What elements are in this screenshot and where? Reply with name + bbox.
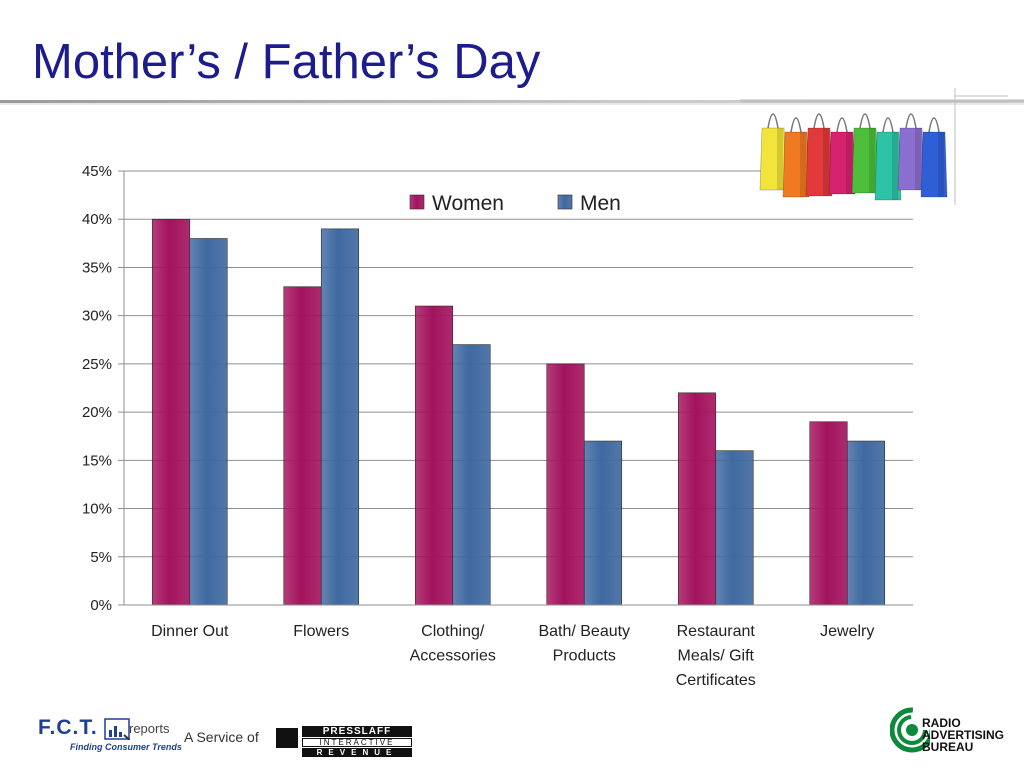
y-tick-label: 45% xyxy=(82,163,112,180)
presslaff-line3: REVENUE xyxy=(302,748,412,757)
bar-men-5 xyxy=(846,440,886,606)
shopping-bag xyxy=(897,113,925,191)
title-divider-shadow xyxy=(0,103,1024,105)
presslaff-mark-icon xyxy=(276,728,298,748)
x-category-label: Jewelry xyxy=(820,623,874,640)
y-tick-label: 20% xyxy=(82,404,112,421)
fct-reports-logo: F.C.T. reports Finding Consumer Trends xyxy=(38,716,182,758)
bag-body xyxy=(920,131,948,198)
bag-handle xyxy=(790,117,802,133)
bar-women-4 xyxy=(677,392,717,606)
bag-shade xyxy=(915,128,921,190)
fct-chart-icon xyxy=(104,718,130,740)
shopping-bag xyxy=(828,117,856,195)
presslaff-line2: INTERACTIVE xyxy=(302,738,412,747)
bag-shade xyxy=(823,128,829,196)
bag-shade xyxy=(800,132,806,197)
presslaff-logo: PRESSLAFF INTERACTIVE REVENUE xyxy=(276,726,412,757)
shopping-bag xyxy=(874,117,902,201)
bar-men-2 xyxy=(452,344,491,606)
shopping-bag xyxy=(805,113,833,197)
x-category-label: Clothing/Accessories xyxy=(410,623,496,665)
bag-handle xyxy=(767,113,779,129)
bag-body xyxy=(805,127,833,197)
bag-body xyxy=(828,131,856,195)
bag-body xyxy=(782,131,810,198)
bar-men-3 xyxy=(583,440,623,606)
shopping-bag xyxy=(851,113,879,194)
legend: Women Men xyxy=(409,192,621,215)
rab-logo-text: RADIO ADVERTISING BUREAU xyxy=(922,717,1004,753)
bag-shade xyxy=(777,128,783,190)
rab-line2: ADVERTISING xyxy=(922,728,1005,742)
y-tick-label: 5% xyxy=(90,549,112,566)
y-tick-label: 0% xyxy=(90,597,112,614)
rab-logo: RADIO ADVERTISING BUREAU xyxy=(890,704,1020,760)
bag-handle xyxy=(905,113,917,129)
fct-reports-text: reports xyxy=(129,721,170,736)
bar-men-1 xyxy=(320,228,360,606)
rab-line3: BUREAU xyxy=(922,740,974,754)
y-tick-label: 10% xyxy=(82,501,112,518)
shopping-bags-image xyxy=(740,88,1024,205)
bar-women-3 xyxy=(546,363,585,606)
shopping-bag xyxy=(782,117,810,198)
shopping-bag xyxy=(920,117,948,198)
legend-swatch-men xyxy=(557,194,573,210)
legend-swatch-women xyxy=(409,194,425,210)
gridlines xyxy=(124,170,913,558)
rab-line1: RADIO xyxy=(922,716,961,730)
fct-logo-text: F.C.T. xyxy=(38,716,98,739)
legend-label-men: Men xyxy=(580,192,621,215)
y-tick-label: 25% xyxy=(82,356,112,373)
x-category-label: Restaurant Meals/ Gift Certificates xyxy=(676,623,756,689)
bag-body xyxy=(874,131,902,201)
bar-women-1 xyxy=(283,286,322,606)
y-tick-label: 35% xyxy=(82,259,112,276)
y-tick-label: 40% xyxy=(82,211,112,228)
x-category-label: Flowers xyxy=(293,623,349,640)
bag-shade xyxy=(869,128,875,193)
bar-men-0 xyxy=(189,238,228,606)
bag-shade xyxy=(938,132,944,197)
bar-men-4 xyxy=(715,450,754,606)
bag-shade xyxy=(892,132,898,200)
legend-label-women: Women xyxy=(432,192,504,215)
shopping-bag xyxy=(759,113,787,191)
bar-women-0 xyxy=(151,218,191,606)
service-of-text: A Service of xyxy=(184,729,259,745)
bar-women-5 xyxy=(809,421,848,606)
y-tick-label: 15% xyxy=(82,452,112,469)
x-category-label: Bath/ Beauty Products xyxy=(538,623,630,665)
bar-women-2 xyxy=(414,305,454,606)
fct-tagline: Finding Consumer Trends xyxy=(70,742,182,752)
bag-handle xyxy=(928,117,940,133)
y-tick-label: 30% xyxy=(82,308,112,325)
bag-shade xyxy=(846,132,852,194)
bag-handle xyxy=(813,113,825,129)
x-category-label: Dinner Out xyxy=(151,623,229,640)
slide-title: Mother’s / Father’s Day xyxy=(32,35,541,89)
bag-handle xyxy=(859,113,871,129)
rab-swirl-icon xyxy=(890,707,930,753)
title-divider xyxy=(0,100,1024,103)
bag-handle xyxy=(836,117,848,133)
bag-handle xyxy=(882,117,894,133)
bars xyxy=(151,218,886,606)
axes: 0% 5% 10% 15% 20% 25% 30% 35% 40% 45% Dinner Out Fl… xyxy=(82,163,913,689)
presslaff-line1: PRESSLAFF xyxy=(302,726,412,737)
